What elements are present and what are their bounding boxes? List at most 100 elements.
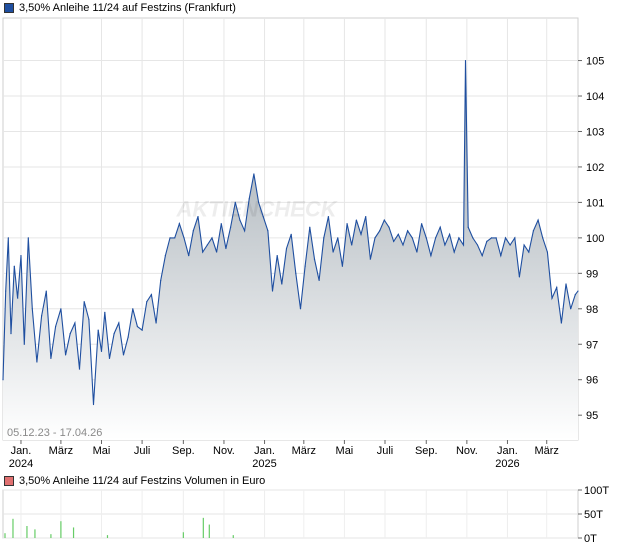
price-point	[528, 251, 530, 253]
price-point	[421, 223, 423, 225]
y-tick-label: 105	[586, 56, 604, 68]
price-point	[481, 254, 483, 257]
price-point	[500, 254, 502, 257]
price-point	[518, 276, 521, 278]
volume-bar	[50, 534, 52, 538]
y-tick-label: 95	[586, 410, 598, 422]
price-point	[397, 233, 399, 235]
price-point	[248, 198, 250, 200]
y-tick-label: 104	[586, 91, 604, 103]
price-point	[243, 230, 246, 232]
x-tick-label: Mai	[93, 445, 111, 457]
price-point	[155, 322, 157, 324]
volume-legend-swatch	[4, 476, 14, 486]
price-point	[323, 237, 325, 239]
price-point	[100, 350, 103, 352]
price-point	[164, 254, 166, 257]
price-point	[192, 230, 194, 232]
price-point	[295, 272, 297, 274]
price-point	[36, 361, 38, 363]
price-point	[20, 254, 22, 257]
price-point	[220, 223, 222, 225]
price-point	[183, 237, 185, 239]
y-tick-label: 99	[586, 268, 598, 280]
price-point	[262, 215, 264, 218]
price-point	[239, 219, 241, 221]
price-point	[88, 318, 90, 321]
price-point	[434, 237, 437, 239]
price-point	[188, 254, 190, 257]
price-point	[304, 265, 306, 267]
x-tick-label: Jan.	[11, 445, 32, 457]
price-point	[5, 290, 7, 292]
price-point	[556, 286, 558, 289]
price-point	[453, 251, 455, 253]
price-point	[444, 244, 446, 246]
price-point	[467, 226, 469, 228]
price-point	[13, 265, 15, 267]
y-tick-label: 103	[586, 126, 604, 138]
volume-bar	[72, 527, 75, 538]
price-point	[360, 233, 362, 235]
price-point	[127, 336, 129, 338]
price-point	[174, 237, 176, 239]
price-point	[2, 379, 4, 381]
price-point	[150, 294, 153, 296]
price-point	[160, 279, 162, 282]
price-point	[537, 219, 539, 221]
watermark-logo: AKTIENCHECK	[175, 197, 338, 222]
price-point	[45, 290, 47, 292]
price-point	[74, 322, 76, 324]
price-point	[267, 230, 269, 232]
volume-legend: 3,50% Anleihe 11/24 auf Festzins Volumen…	[4, 474, 265, 488]
date-range-label: 05.12.23 - 17.04.26	[7, 427, 102, 439]
price-point	[83, 301, 85, 303]
x-tick-label: Sep.	[172, 445, 195, 457]
price-point	[132, 308, 134, 310]
price-point	[271, 290, 274, 292]
price-point	[327, 215, 330, 218]
volume-bar	[106, 535, 109, 538]
volume-bar	[202, 517, 204, 538]
price-point	[486, 240, 488, 243]
price-point	[341, 265, 344, 267]
price-area-fill	[3, 60, 578, 440]
price-legend: 3,50% Anleihe 11/24 auf Festzins (Frankf…	[4, 1, 236, 15]
price-point	[50, 357, 52, 360]
volume-bar	[4, 533, 6, 538]
price-point	[108, 357, 111, 360]
price-point	[574, 294, 576, 296]
price-point	[464, 59, 467, 62]
price-point	[202, 251, 204, 253]
price-point	[64, 354, 67, 356]
price-point	[365, 215, 367, 218]
price-point	[369, 258, 371, 260]
price-point	[309, 226, 311, 228]
price-point	[92, 403, 95, 406]
volume-tick-label: 100T	[584, 485, 609, 497]
price-point	[448, 233, 451, 235]
price-point	[439, 226, 441, 228]
y-tick-label: 97	[586, 339, 598, 351]
x-tick-label: März	[49, 445, 73, 457]
price-point	[97, 329, 99, 331]
price-point	[355, 219, 357, 221]
price-point	[407, 230, 409, 232]
x-tick-year: 2025	[252, 458, 276, 470]
price-point	[495, 237, 497, 239]
price-point	[346, 223, 348, 225]
price-point	[490, 237, 493, 239]
price-point	[136, 325, 139, 328]
price-point	[551, 297, 553, 299]
price-point	[416, 251, 418, 253]
price-point	[216, 251, 218, 253]
volume-bar	[60, 521, 62, 538]
price-point	[290, 233, 292, 235]
price-point	[299, 308, 302, 310]
price-point	[69, 333, 71, 335]
y-tick-label: 100	[586, 233, 604, 245]
price-point	[570, 308, 572, 310]
x-tick-label: Juli	[377, 445, 394, 457]
price-point	[458, 237, 460, 239]
